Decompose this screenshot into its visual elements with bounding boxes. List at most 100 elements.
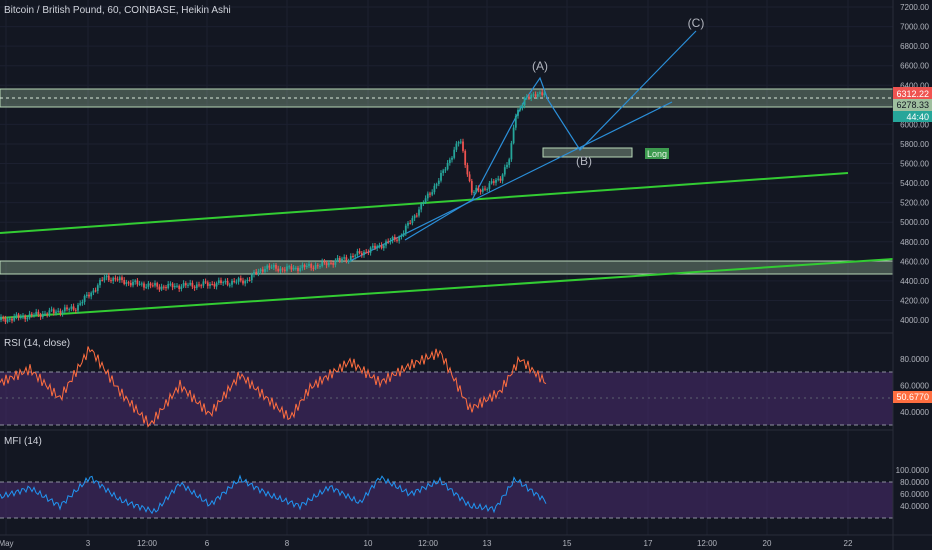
- candle-body: [451, 157, 453, 160]
- candle-body: [492, 181, 495, 183]
- candle-body: [404, 225, 407, 234]
- candle-body: [448, 159, 451, 164]
- candle-body: [26, 318, 29, 320]
- candle-body: [305, 265, 308, 267]
- price-candles: [0, 89, 546, 325]
- candle-body: [57, 310, 60, 312]
- candle-body: [193, 286, 196, 288]
- candle-body: [182, 283, 185, 287]
- candle-body: [459, 141, 462, 143]
- candle-body: [226, 280, 229, 285]
- long-target-box[interactable]: [542, 147, 633, 158]
- mfi-title[interactable]: MFI (14): [4, 436, 42, 447]
- wave-label-b: (B): [576, 154, 592, 168]
- candle-body: [261, 269, 264, 272]
- candle-body: [411, 218, 414, 223]
- candle-body: [101, 279, 104, 281]
- candle-body: [259, 269, 262, 272]
- time-tick-label: 22: [844, 539, 853, 548]
- candle-body: [15, 314, 18, 317]
- candle-body: [235, 281, 238, 283]
- blue-trend-line[interactable]: [347, 101, 673, 263]
- candle-body: [464, 150, 467, 166]
- candle-body: [173, 285, 176, 288]
- countdown-value: 44:40: [906, 112, 929, 122]
- candle-body: [59, 310, 62, 314]
- candle-body: [22, 315, 24, 317]
- candle-body: [475, 187, 478, 192]
- last-price-tag: [893, 87, 932, 100]
- candle-body: [90, 292, 93, 297]
- candle-body: [330, 262, 332, 264]
- candle-body: [110, 280, 112, 282]
- candle-body: [534, 94, 537, 97]
- candle-body: [228, 284, 231, 286]
- candle-body: [118, 277, 121, 281]
- price-tick-label: 5400.00: [900, 179, 929, 188]
- long-label-bg: [645, 148, 669, 159]
- candle-body: [125, 282, 128, 284]
- candle-body: [363, 251, 365, 256]
- candle-body: [389, 240, 392, 243]
- candle-body: [8, 318, 11, 320]
- candle-body: [539, 92, 541, 95]
- candle-body: [233, 280, 236, 282]
- candle-body: [286, 266, 288, 271]
- candle-body: [440, 172, 442, 181]
- time-tick-label: 20: [763, 539, 772, 548]
- candle-body: [435, 184, 438, 186]
- candle-body: [94, 290, 97, 292]
- candle-body: [396, 239, 398, 241]
- mfi-line[interactable]: [0, 474, 547, 515]
- candle-body: [255, 271, 258, 274]
- candle-body: [299, 268, 302, 271]
- candle-body: [61, 311, 64, 314]
- time-tick-label: 13: [483, 539, 492, 548]
- candle-body: [167, 283, 170, 289]
- rsi-title[interactable]: RSI (14, close): [4, 338, 70, 349]
- candle-body: [209, 284, 211, 286]
- mfi-axis[interactable]: 100.0000 80.0000 60.0000 40.0000: [896, 466, 930, 511]
- candle-body: [74, 309, 77, 311]
- candle-body: [211, 284, 214, 286]
- candle-body: [343, 257, 346, 259]
- time-tick-label: 3: [86, 539, 91, 548]
- candle-body: [121, 277, 123, 281]
- candle-body: [116, 279, 119, 281]
- price-tick-label: 4000.00: [900, 316, 929, 325]
- time-tick-label: 6: [205, 539, 210, 548]
- candle-body: [156, 283, 159, 287]
- candle-body: [486, 189, 489, 191]
- candle-body: [514, 115, 517, 128]
- candle-body: [158, 286, 161, 290]
- candle-body: [222, 282, 225, 284]
- candle-body: [257, 271, 260, 274]
- candle-body: [272, 265, 275, 268]
- rsi-tick-label: 60.0000: [900, 381, 929, 390]
- lower-channel-line[interactable]: [0, 258, 894, 319]
- candle-body: [338, 257, 341, 261]
- candle-body: [347, 260, 350, 262]
- mfi-tick-label: 60.0000: [900, 490, 929, 499]
- chart-title[interactable]: Bitcoin / British Pound, 60, COINBASE, H…: [4, 5, 231, 16]
- candle-body: [316, 265, 319, 267]
- rsi-line[interactable]: [0, 346, 547, 428]
- candle-body: [297, 267, 299, 271]
- candle-body: [13, 316, 16, 321]
- candle-body: [288, 266, 291, 268]
- blue-trend-line-2[interactable]: [404, 199, 473, 241]
- candle-body: [37, 311, 40, 315]
- candle-body: [30, 313, 33, 315]
- candle-body: [470, 181, 473, 193]
- candle-body: [341, 258, 343, 261]
- candle-body: [301, 264, 304, 269]
- candle-body: [378, 245, 381, 247]
- candle-body: [523, 97, 526, 106]
- candle-body: [290, 266, 293, 270]
- time-axis[interactable]: May 3 12:00 6 8 10 12:00 13 15 17 12:00 20 22: [0, 539, 853, 548]
- candle-body: [55, 311, 57, 313]
- price-tick-label: 5600.00: [900, 160, 929, 169]
- rsi-axis[interactable]: 80.0000 60.0000 40.0000: [900, 355, 929, 417]
